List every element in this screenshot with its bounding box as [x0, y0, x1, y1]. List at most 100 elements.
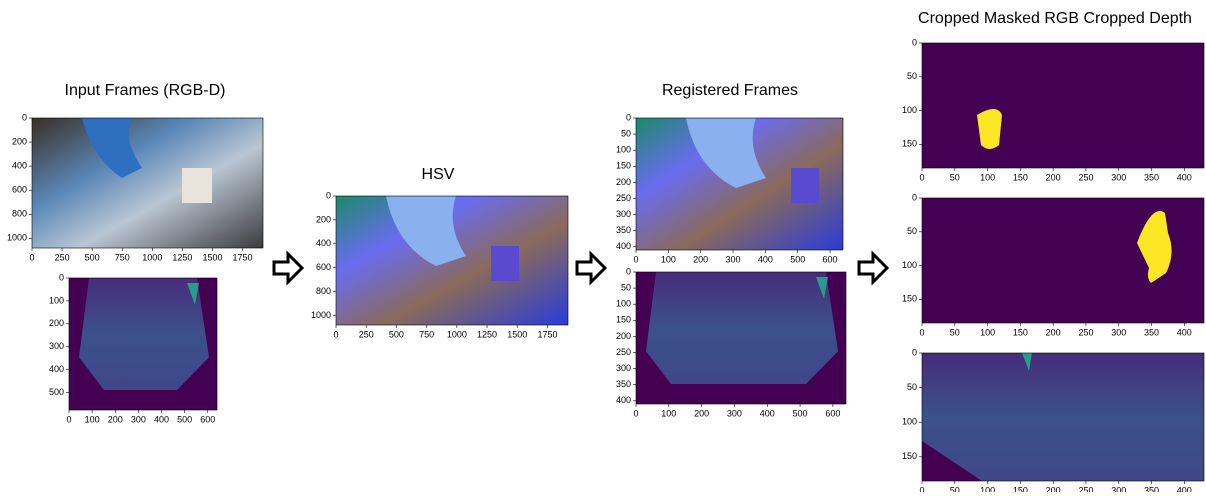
x-tick-label: 250 — [55, 252, 70, 262]
title: Cropped Masked RGB Cropped Depth — [918, 10, 1192, 27]
x-tick-label: 100 — [661, 254, 676, 264]
y-tick-label: 100 — [616, 299, 631, 309]
y-tick-label: 100 — [616, 145, 631, 155]
surface — [79, 278, 209, 390]
y-tick-label: 150 — [616, 161, 631, 171]
y-tick-label: 0 — [626, 266, 631, 276]
x-tick-label: 1250 — [172, 252, 192, 262]
x-tick-label: 250 — [1078, 172, 1093, 182]
image — [32, 118, 263, 248]
y-tick-label: 0 — [626, 112, 631, 122]
y-tick-label: 50 — [621, 128, 631, 138]
y-tick-label: 0 — [912, 192, 917, 202]
y-tick-label: 0 — [59, 272, 64, 282]
x-tick-label: 300 — [727, 408, 742, 418]
y-tick-label: 200 — [316, 214, 331, 224]
y-tick-label: 0 — [912, 347, 917, 357]
x-tick-label: 500 — [85, 252, 100, 262]
x-tick-label: 0 — [333, 329, 338, 339]
y-tick-label: 800 — [316, 286, 331, 296]
y-tick-label: 100 — [902, 417, 917, 427]
image — [922, 353, 1204, 481]
x-tick-label: 1000 — [447, 329, 467, 339]
panel: 01002003004005006000100200300400500 — [49, 272, 217, 424]
x-tick-label: 0 — [919, 172, 924, 182]
x-tick-label: 400 — [154, 414, 169, 424]
x-tick-label: 50 — [950, 172, 960, 182]
y-tick-label: 350 — [616, 379, 631, 389]
x-tick-label: 250 — [1078, 327, 1093, 337]
x-tick-label: 350 — [1144, 485, 1159, 492]
x-tick-label: 0 — [29, 252, 34, 262]
x-tick-label: 600 — [200, 414, 215, 424]
board — [182, 168, 212, 203]
y-tick-label: 50 — [621, 282, 631, 292]
x-tick-label: 750 — [115, 252, 130, 262]
y-tick-label: 600 — [316, 262, 331, 272]
y-tick-label: 300 — [49, 341, 64, 351]
x-tick-label: 1750 — [537, 329, 557, 339]
x-tick-label: 150 — [1013, 172, 1028, 182]
x-tick-label: 750 — [419, 329, 434, 339]
title: HSV — [422, 166, 455, 183]
panel: 050100150200250300350400050100150 — [902, 37, 1204, 182]
x-tick-label: 400 — [1177, 485, 1192, 492]
x-tick-label: 100 — [980, 172, 995, 182]
x-tick-label: 1500 — [202, 252, 222, 262]
x-tick-label: 400 — [758, 254, 773, 264]
x-tick-label: 150 — [1013, 327, 1028, 337]
surface — [646, 272, 838, 384]
y-tick-label: 0 — [326, 190, 331, 200]
y-tick-label: 400 — [616, 395, 631, 405]
y-tick-label: 0 — [22, 112, 27, 122]
x-tick-label: 100 — [85, 414, 100, 424]
x-tick-label: 400 — [760, 408, 775, 418]
board — [791, 168, 819, 203]
x-tick-label: 200 — [1046, 485, 1061, 492]
x-tick-label: 0 — [919, 327, 924, 337]
x-tick-label: 600 — [825, 408, 840, 418]
y-tick-label: 150 — [902, 294, 917, 304]
x-tick-label: 200 — [108, 414, 123, 424]
x-tick-label: 1500 — [507, 329, 527, 339]
y-tick-label: 200 — [49, 318, 64, 328]
x-tick-label: 1250 — [477, 329, 497, 339]
arrow — [859, 254, 887, 282]
arrow — [577, 254, 605, 282]
y-tick-label: 250 — [616, 347, 631, 357]
y-tick-label: 150 — [616, 315, 631, 325]
x-tick-label: 0 — [66, 414, 71, 424]
x-tick-label: 300 — [1111, 485, 1126, 492]
y-tick-label: 800 — [12, 209, 27, 219]
y-tick-label: 300 — [616, 209, 631, 219]
x-tick-label: 1750 — [233, 252, 253, 262]
x-tick-label: 100 — [980, 485, 995, 492]
x-tick-label: 500 — [790, 254, 805, 264]
x-tick-label: 400 — [1177, 327, 1192, 337]
x-tick-label: 0 — [633, 254, 638, 264]
x-tick-label: 200 — [693, 254, 708, 264]
y-tick-label: 50 — [907, 71, 917, 81]
x-tick-label: 100 — [980, 327, 995, 337]
y-tick-label: 100 — [902, 260, 917, 270]
y-tick-label: 100 — [902, 105, 917, 115]
x-tick-label: 500 — [389, 329, 404, 339]
board — [491, 246, 519, 281]
y-tick-label: 150 — [902, 451, 917, 461]
y-tick-label: 200 — [12, 136, 27, 146]
x-tick-label: 600 — [823, 254, 838, 264]
y-tick-label: 200 — [616, 177, 631, 187]
x-tick-label: 200 — [1046, 327, 1061, 337]
y-tick-label: 400 — [49, 364, 64, 374]
x-tick-label: 350 — [1144, 327, 1159, 337]
y-tick-label: 50 — [907, 382, 917, 392]
y-tick-label: 150 — [902, 139, 917, 149]
x-tick-label: 250 — [1078, 485, 1093, 492]
y-tick-label: 50 — [907, 226, 917, 236]
y-tick-label: 250 — [616, 193, 631, 203]
